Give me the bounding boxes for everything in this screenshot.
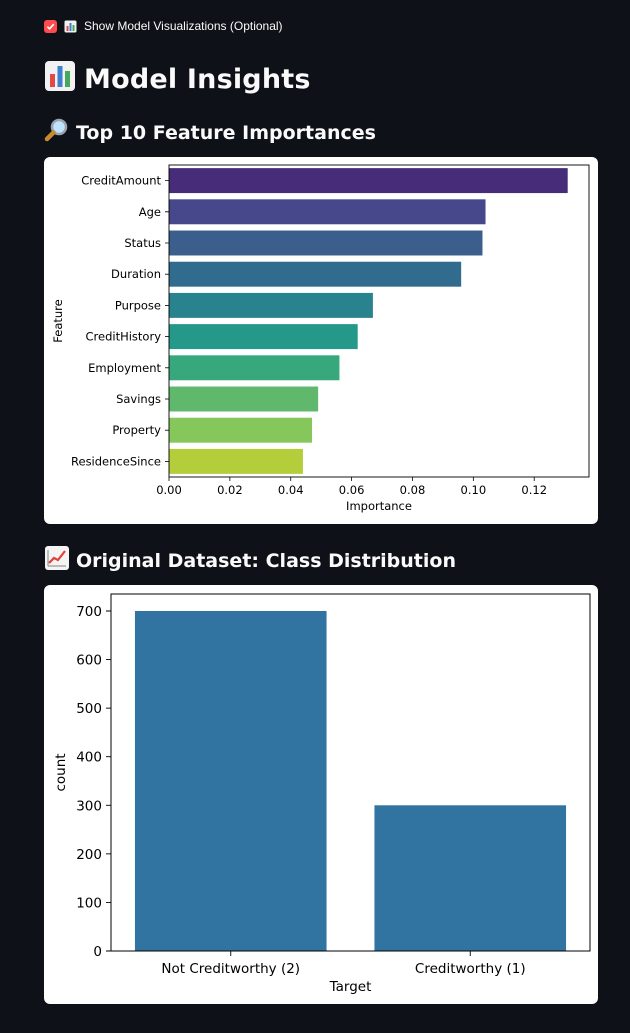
importance-bar: [169, 230, 483, 256]
importance-bar: [169, 261, 462, 287]
importance-bar: [169, 417, 313, 443]
magnifier-icon: [44, 117, 70, 148]
y-tick-label: Property: [112, 423, 161, 437]
x-tick-label: 0.08: [400, 483, 426, 497]
importance-bar: [169, 168, 568, 194]
y-tick-label: 0: [93, 944, 102, 960]
class-distribution-heading-text: Original Dataset: Class Distribution: [76, 549, 456, 572]
show-visualizations-toggle[interactable]: Show Model Visualizations (Optional): [44, 19, 283, 33]
y-tick-label: 100: [76, 895, 102, 911]
feature-importance-heading: Top 10 Feature Importances: [44, 117, 376, 148]
plot-frame: [110, 593, 591, 952]
x-tick-label: 0.06: [339, 483, 365, 497]
feature-importance-heading-text: Top 10 Feature Importances: [76, 121, 376, 144]
count-bar: [134, 611, 327, 951]
feature-importance-svg: CreditAmount Age Status Duration Purpose Cred…: [51, 164, 590, 513]
y-tick-label: Employment: [88, 361, 161, 375]
y-tick-label: Savings: [116, 392, 161, 406]
page-title-text: Model Insights: [84, 64, 311, 95]
y-tick-label: 700: [76, 604, 102, 620]
y-tick-label: CreditAmount: [81, 174, 161, 188]
class-distribution-svg: Not Creditworthy (2) Creditworthy (1) 0 100…: [53, 593, 591, 995]
bar-chart-icon: [44, 60, 76, 99]
count-bar: [374, 805, 567, 951]
plot-frame: [168, 164, 590, 478]
class-distribution-heading: Original Dataset: Class Distribution: [44, 545, 456, 576]
y-tick-label: 200: [76, 847, 102, 863]
chart-increasing-icon: [44, 545, 70, 576]
importance-bar: [169, 324, 358, 350]
importance-bar: [169, 448, 303, 474]
checkbox-checked-icon[interactable]: [44, 19, 57, 33]
class-distribution-chart: Not Creditworthy (2) Creditworthy (1) 0 100…: [44, 585, 598, 1004]
x-tick-label: 0.02: [217, 483, 243, 497]
x-tick-label: Creditworthy (1): [415, 961, 526, 977]
y-tick-label: Duration: [111, 267, 161, 281]
x-tick-label: 0.12: [521, 483, 547, 497]
importance-bar: [169, 199, 486, 225]
x-tick-label: 0.00: [156, 483, 182, 497]
y-tick-label: CreditHistory: [86, 330, 162, 344]
x-tick-label: 0.10: [461, 483, 487, 497]
y-tick-label: 400: [76, 750, 102, 766]
y-axis-label: count: [53, 753, 69, 791]
importance-bar: [169, 355, 340, 381]
y-tick-label: Purpose: [115, 298, 161, 312]
page-title: Model Insights: [44, 60, 311, 99]
y-tick-label: 300: [76, 798, 102, 814]
y-axis-label: Feature: [51, 299, 65, 342]
bar-chart-icon: [64, 20, 77, 33]
x-axis-label: Importance: [346, 499, 412, 513]
x-axis-label: Target: [329, 979, 372, 995]
y-tick-label: 600: [76, 653, 102, 669]
importance-bar: [169, 292, 373, 318]
y-tick-label: 500: [76, 701, 102, 717]
y-tick-label: Status: [124, 236, 161, 250]
x-tick-label: Not Creditworthy (2): [161, 961, 300, 977]
show-visualizations-label: Show Model Visualizations (Optional): [84, 19, 283, 33]
importance-bar: [169, 386, 319, 412]
y-tick-label: ResidenceSince: [71, 454, 161, 468]
x-tick-label: 0.04: [278, 483, 304, 497]
y-tick-label: Age: [139, 205, 161, 219]
feature-importance-chart: CreditAmount Age Status Duration Purpose Cred…: [44, 157, 598, 524]
